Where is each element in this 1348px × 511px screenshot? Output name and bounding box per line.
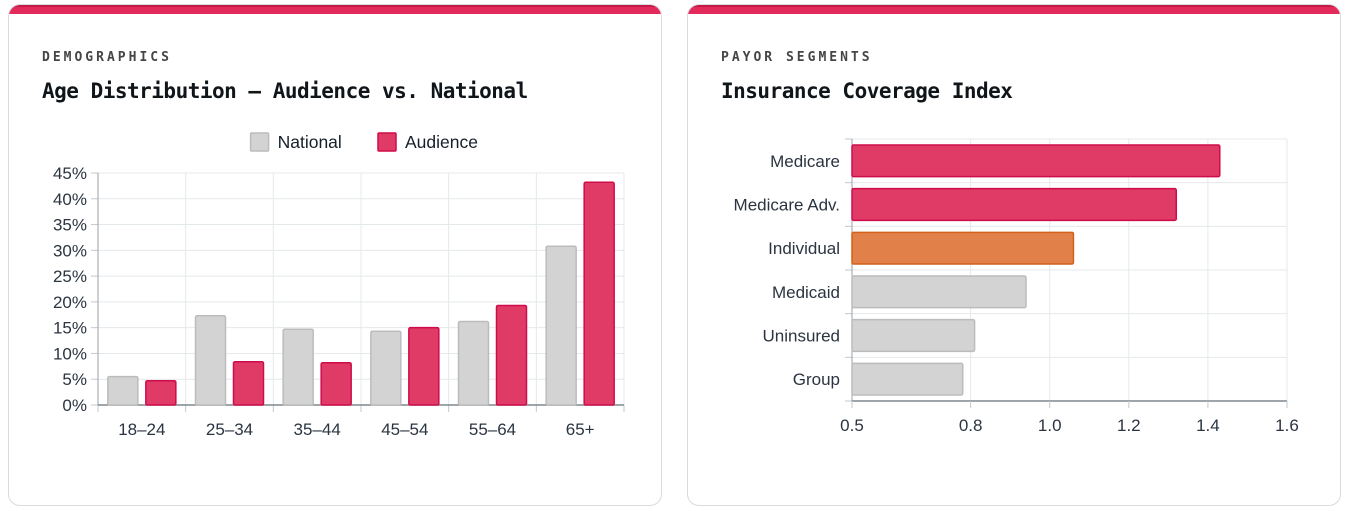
svg-text:1.0: 1.0 (1038, 416, 1062, 435)
svg-text:25–34: 25–34 (206, 420, 253, 439)
svg-text:National: National (278, 132, 342, 152)
svg-text:0%: 0% (62, 396, 87, 415)
svg-text:45–54: 45–54 (381, 420, 428, 439)
vertical-bar-chart-svg: 0% 5% 10% 15% 20% 25% 30% 35% 40% 45% 18–24 25–34 35… (53, 132, 625, 439)
svg-text:35–44: 35–44 (294, 420, 341, 439)
svg-text:35%: 35% (53, 216, 87, 235)
svg-text:25%: 25% (53, 267, 87, 286)
svg-text:0.8: 0.8 (959, 416, 983, 435)
svg-text:1.2: 1.2 (1117, 416, 1141, 435)
age-distribution-chart: 0% 5% 10% 15% 20% 25% 30% 35% 40% 45% 18–24 25–34 35… (42, 127, 654, 457)
svg-text:1.6: 1.6 (1275, 416, 1299, 435)
insurance-coverage-chart: 0.5 0.8 1.0 1.2 1.4 1.6 Medicare Medicare Adv. I… (721, 127, 1333, 457)
svg-text:1.4: 1.4 (1196, 416, 1220, 435)
svg-text:65+: 65+ (566, 420, 595, 439)
svg-text:18–24: 18–24 (118, 420, 165, 439)
svg-text:55–64: 55–64 (469, 420, 516, 439)
demographics-eyebrow: DEMOGRAPHICS (42, 50, 172, 65)
card-accent-bar (9, 5, 661, 14)
svg-text:Uninsured: Uninsured (763, 327, 841, 346)
svg-text:45%: 45% (53, 164, 87, 183)
svg-text:0.5: 0.5 (840, 416, 864, 435)
card-accent-bar (688, 5, 1340, 14)
payor-segments-eyebrow: PAYOR SEGMENTS (721, 50, 873, 65)
svg-text:15%: 15% (53, 319, 87, 338)
age-distribution-title: Age Distribution — Audience vs. National (42, 79, 528, 103)
svg-text:Audience: Audience (405, 132, 478, 152)
horizontal-bar-chart-svg: 0.5 0.8 1.0 1.2 1.4 1.6 Medicare Medicare Adv. I… (734, 138, 1299, 435)
payor-segments-card: PAYOR SEGMENTS Insurance Coverage Index … (687, 4, 1341, 506)
svg-text:Group: Group (793, 370, 840, 389)
svg-text:Individual: Individual (768, 239, 840, 258)
svg-text:10%: 10% (53, 344, 87, 363)
svg-text:30%: 30% (53, 241, 87, 260)
demographics-card: DEMOGRAPHICS Age Distribution — Audience… (8, 4, 662, 506)
svg-text:Medicaid: Medicaid (772, 283, 840, 302)
svg-text:Medicare: Medicare (770, 152, 840, 171)
svg-text:40%: 40% (53, 190, 87, 209)
svg-text:5%: 5% (62, 370, 87, 389)
svg-text:20%: 20% (53, 293, 87, 312)
insurance-coverage-title: Insurance Coverage Index (721, 79, 1013, 103)
svg-text:Medicare Adv.: Medicare Adv. (734, 196, 840, 215)
